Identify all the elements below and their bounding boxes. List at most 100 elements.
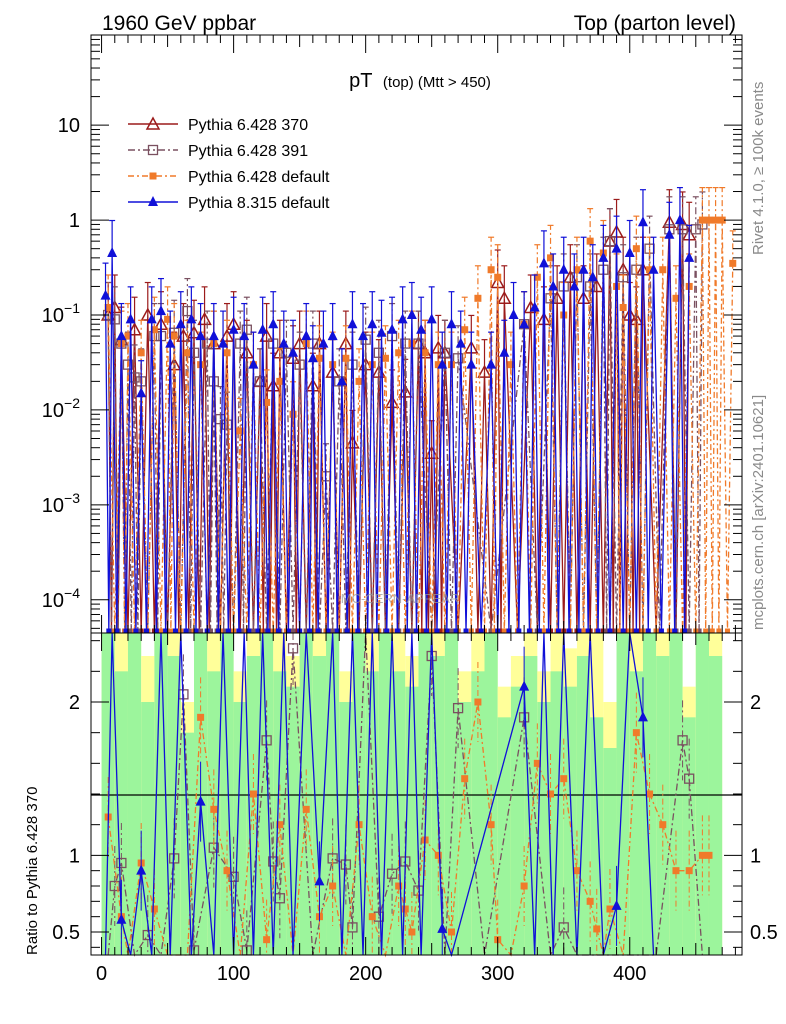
data-point xyxy=(236,427,244,435)
band-green xyxy=(656,656,670,955)
y-tick-base: 10 xyxy=(42,305,64,327)
ratio-point xyxy=(223,867,231,875)
ratio-point xyxy=(487,821,495,829)
floor-point xyxy=(355,628,361,634)
floor-point xyxy=(498,628,504,634)
floor-point xyxy=(555,628,561,634)
floor-point xyxy=(453,628,459,634)
data-point xyxy=(170,332,178,340)
floor-point xyxy=(506,628,512,634)
legend-label: Pythia 6.428 391 xyxy=(188,143,308,160)
data-point xyxy=(613,282,621,290)
floor-point xyxy=(709,628,715,634)
floor-point xyxy=(645,628,651,634)
data-point xyxy=(373,347,385,358)
floor-point xyxy=(236,628,242,634)
floor-point xyxy=(623,628,629,634)
data-point xyxy=(116,330,127,341)
x-tick-label: 0 xyxy=(96,963,107,985)
floor-point xyxy=(576,628,582,634)
ratio-point xyxy=(314,875,325,886)
data-point xyxy=(186,313,197,324)
data-point xyxy=(327,330,338,341)
ratio-point xyxy=(520,882,528,890)
data-point xyxy=(140,307,156,321)
ratio-point xyxy=(329,882,337,890)
floor-point xyxy=(637,628,643,634)
data-point xyxy=(248,358,259,369)
floor-point xyxy=(128,628,134,634)
legend-marker xyxy=(148,196,158,206)
data-point xyxy=(466,358,477,369)
data-point xyxy=(547,254,555,262)
ratio-axes-layer: 0.5 0.5 1 1 2 2 0 100 200 300 400 xyxy=(52,633,778,985)
y-tick-label: 10−1 xyxy=(42,300,80,327)
floor-point xyxy=(315,628,321,634)
ratio-frame xyxy=(90,632,743,956)
ratio-point xyxy=(558,922,569,933)
floor-point xyxy=(225,628,231,634)
data-point xyxy=(263,398,271,406)
data-point xyxy=(631,264,642,275)
floor-point xyxy=(516,628,522,634)
ratio-point xyxy=(368,913,376,921)
ratio-point xyxy=(611,899,622,910)
data-point xyxy=(718,216,726,224)
ratio-point xyxy=(340,859,352,870)
data-point xyxy=(107,247,118,258)
floor-point xyxy=(163,628,169,634)
floor-point xyxy=(394,628,400,634)
band-green xyxy=(127,633,142,955)
band-green xyxy=(141,702,155,955)
floor-point xyxy=(501,628,507,634)
ratio-point xyxy=(698,851,706,859)
floor-point xyxy=(241,628,247,634)
data-point xyxy=(294,359,305,370)
data-point xyxy=(497,290,512,305)
data-point xyxy=(499,346,510,357)
data-point xyxy=(127,322,142,336)
ratio-point xyxy=(136,864,147,875)
band-green xyxy=(378,633,393,955)
x-tick-label: 400 xyxy=(613,963,646,985)
ratio-point xyxy=(677,735,688,746)
y-tick-label: 10−2 xyxy=(42,395,80,422)
data-point xyxy=(276,377,284,385)
floor-point xyxy=(334,628,340,634)
data-point xyxy=(648,263,659,274)
data-point xyxy=(397,313,408,324)
data-point xyxy=(228,323,239,334)
ratio-point xyxy=(547,790,555,798)
floor-point xyxy=(250,628,256,634)
x-tick-label: 100 xyxy=(217,963,250,985)
y-tick-exponent: −1 xyxy=(64,300,80,316)
y-tick-base: 10 xyxy=(42,400,64,422)
data-point xyxy=(563,269,578,283)
data-point xyxy=(155,305,166,316)
data-point xyxy=(398,384,413,398)
data-point xyxy=(336,375,347,386)
legend-entry-p391: Pythia 6.428 391 xyxy=(128,143,308,160)
ratio-y-tick-label: 2 xyxy=(69,692,80,714)
ratio-y-tick-label-right: 1 xyxy=(750,845,761,867)
data-point xyxy=(434,361,442,369)
data-point xyxy=(569,280,580,291)
y-tick-base: 10 xyxy=(42,495,64,517)
band-green xyxy=(260,633,274,955)
ratio-point xyxy=(606,905,614,913)
data-point xyxy=(578,263,589,274)
data-point xyxy=(624,247,635,258)
data-point xyxy=(426,313,437,324)
plot-title-main: pT xyxy=(349,70,372,92)
floor-point xyxy=(290,628,296,634)
floor-point xyxy=(183,628,189,634)
data-point xyxy=(358,330,369,341)
data-point xyxy=(195,330,206,341)
y-tick-exponent: −3 xyxy=(64,490,80,506)
floor-point xyxy=(365,628,371,634)
data-point xyxy=(342,354,350,362)
floor-point xyxy=(198,628,204,634)
floor-point xyxy=(541,628,547,634)
data-point xyxy=(508,309,519,320)
floor-point xyxy=(423,628,429,634)
